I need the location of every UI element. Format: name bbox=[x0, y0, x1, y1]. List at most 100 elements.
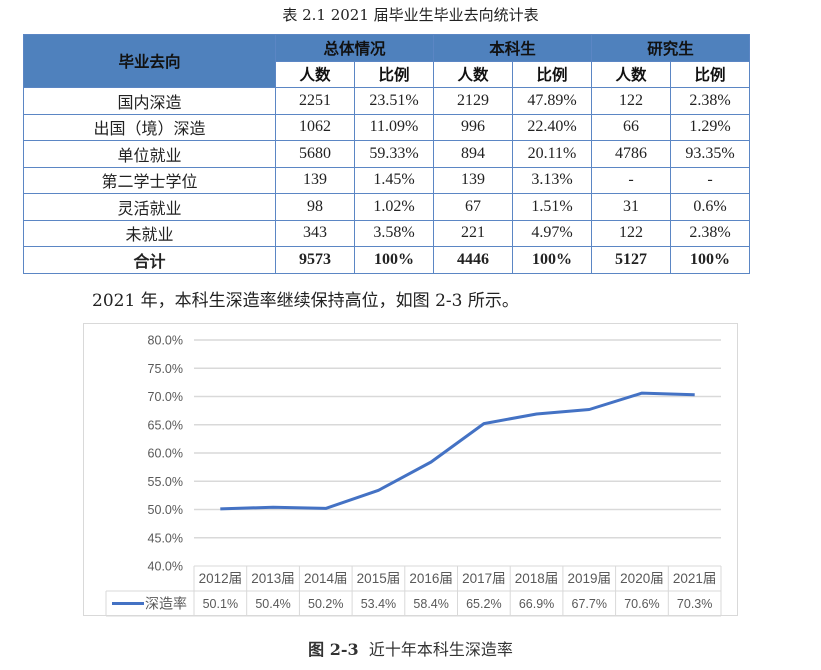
table-row: 灵活就业 98 1.02% 67 1.51% 31 0.6% bbox=[23, 193, 750, 221]
cell: 5680 bbox=[275, 140, 355, 168]
cell: 4446 bbox=[433, 246, 513, 274]
row-label: 单位就业 bbox=[23, 140, 276, 168]
y-tick-label: 70.0% bbox=[148, 390, 183, 404]
y-tick-label: 75.0% bbox=[148, 362, 183, 376]
header-count: 人数 bbox=[275, 60, 355, 88]
graduate-destination-table: 毕业去向 总体情况 本科生 研究生 人数 比例 人数 比例 人数 比例 国内深造… bbox=[23, 34, 750, 274]
cell: 93.35% bbox=[670, 140, 750, 168]
x-category-label: 2019届 bbox=[567, 571, 611, 586]
cell: 31 bbox=[591, 193, 671, 221]
cell: 67 bbox=[433, 193, 513, 221]
cell: 1.29% bbox=[670, 113, 750, 141]
y-tick-label: 40.0% bbox=[148, 560, 183, 574]
cell: 3.13% bbox=[512, 166, 592, 194]
cell: 2251 bbox=[275, 87, 355, 115]
y-tick-label: 50.0% bbox=[148, 503, 183, 517]
cell: 894 bbox=[433, 140, 513, 168]
table-row-total: 合计 9573 100% 4446 100% 5127 100% bbox=[23, 246, 750, 274]
y-tick-label: 65.0% bbox=[148, 418, 183, 432]
header-count: 人数 bbox=[433, 60, 513, 88]
cell: 4786 bbox=[591, 140, 671, 168]
cell: - bbox=[670, 166, 750, 194]
row-label: 未就业 bbox=[23, 219, 276, 247]
cell: 98 bbox=[275, 193, 355, 221]
x-category-label: 2012届 bbox=[199, 571, 243, 586]
cell: 1.02% bbox=[354, 193, 434, 221]
row-label: 合计 bbox=[23, 246, 276, 274]
cell: 100% bbox=[512, 246, 592, 274]
cell: 5127 bbox=[591, 246, 671, 274]
line-chart: 80.0% 75.0% 70.0% 65.0% 60.0% 55.0% 50.0% 45.0%… bbox=[83, 323, 738, 617]
table-row: 第二学士学位 139 1.45% 139 3.13% - - bbox=[23, 166, 750, 194]
header-ratio: 比例 bbox=[354, 60, 434, 88]
x-category-label: 2014届 bbox=[304, 571, 348, 586]
cell: 1062 bbox=[275, 113, 355, 141]
header-ratio: 比例 bbox=[670, 60, 750, 88]
row-label: 国内深造 bbox=[23, 87, 276, 115]
cell: 122 bbox=[591, 87, 671, 115]
cell: 20.11% bbox=[512, 140, 592, 168]
body-paragraph: 2021 年，本科生深造率继续保持高位，如图 2-3 所示。 bbox=[92, 291, 519, 311]
x-category-label: 2017届 bbox=[462, 571, 506, 586]
y-tick-label: 80.0% bbox=[148, 334, 183, 348]
data-value-label: 65.2% bbox=[466, 597, 501, 611]
table-row: 出国（境）深造 1062 11.09% 996 22.40% 66 1.29% bbox=[23, 113, 750, 141]
x-category-label: 2020届 bbox=[620, 571, 664, 586]
header-group-overall: 总体情况 bbox=[275, 34, 434, 62]
header-group-undergrad: 本科生 bbox=[433, 34, 592, 62]
row-label: 第二学士学位 bbox=[23, 166, 276, 194]
figure-title: 近十年本科生深造率 bbox=[368, 640, 513, 659]
legend-label: 深造率 bbox=[145, 596, 187, 612]
cell: 1.45% bbox=[354, 166, 434, 194]
table-caption: 表 2.1 2021 届毕业生毕业去向统计表 bbox=[282, 6, 539, 24]
header-count: 人数 bbox=[591, 60, 671, 88]
data-value-label: 53.4% bbox=[361, 597, 396, 611]
cell: 1.51% bbox=[512, 193, 592, 221]
cell: 100% bbox=[670, 246, 750, 274]
cell: 9573 bbox=[275, 246, 355, 274]
table-row: 国内深造 2251 23.51% 2129 47.89% 122 2.38% bbox=[23, 87, 750, 115]
data-value-label: 66.9% bbox=[519, 597, 554, 611]
row-label: 出国（境）深造 bbox=[23, 113, 276, 141]
figure-caption: 图 2-3 近十年本科生深造率 bbox=[0, 636, 821, 660]
cell: 221 bbox=[433, 219, 513, 247]
cell: 2.38% bbox=[670, 87, 750, 115]
table-row: 单位就业 5680 59.33% 894 20.11% 4786 93.35% bbox=[23, 140, 750, 168]
cell: 11.09% bbox=[354, 113, 434, 141]
cell: 47.89% bbox=[512, 87, 592, 115]
chart-canvas: 80.0% 75.0% 70.0% 65.0% 60.0% 55.0% 50.0% 45.0%… bbox=[105, 334, 722, 617]
data-value-label: 50.4% bbox=[255, 597, 290, 611]
cell: 2.38% bbox=[670, 219, 750, 247]
x-category-label: 2016届 bbox=[409, 571, 453, 586]
cell: 23.51% bbox=[354, 87, 434, 115]
cell: - bbox=[591, 166, 671, 194]
header-destination: 毕业去向 bbox=[23, 34, 276, 88]
cell: 996 bbox=[433, 113, 513, 141]
x-category-label: 2021届 bbox=[673, 571, 717, 586]
header-group-graduate: 研究生 bbox=[591, 34, 750, 62]
series-line bbox=[220, 391, 695, 511]
cell: 3.58% bbox=[354, 219, 434, 247]
cell: 59.33% bbox=[354, 140, 434, 168]
header-ratio: 比例 bbox=[512, 60, 592, 88]
cell: 2129 bbox=[433, 87, 513, 115]
y-tick-label: 55.0% bbox=[148, 475, 183, 489]
data-value-label: 58.4% bbox=[413, 597, 448, 611]
cell: 139 bbox=[275, 166, 355, 194]
data-value-label: 70.3% bbox=[677, 597, 712, 611]
y-tick-label: 45.0% bbox=[148, 531, 183, 545]
data-value-label: 67.7% bbox=[572, 597, 607, 611]
cell: 122 bbox=[591, 219, 671, 247]
cell: 4.97% bbox=[512, 219, 592, 247]
cell: 66 bbox=[591, 113, 671, 141]
data-value-label: 50.2% bbox=[308, 597, 343, 611]
x-category-label: 2018届 bbox=[515, 571, 559, 586]
row-label: 灵活就业 bbox=[23, 193, 276, 221]
x-category-label: 2013届 bbox=[251, 571, 295, 586]
data-value-label: 50.1% bbox=[203, 597, 238, 611]
cell: 100% bbox=[354, 246, 434, 274]
cell: 139 bbox=[433, 166, 513, 194]
data-value-label: 70.6% bbox=[624, 597, 659, 611]
cell: 343 bbox=[275, 219, 355, 247]
table-row: 未就业 343 3.58% 221 4.97% 122 2.38% bbox=[23, 219, 750, 247]
